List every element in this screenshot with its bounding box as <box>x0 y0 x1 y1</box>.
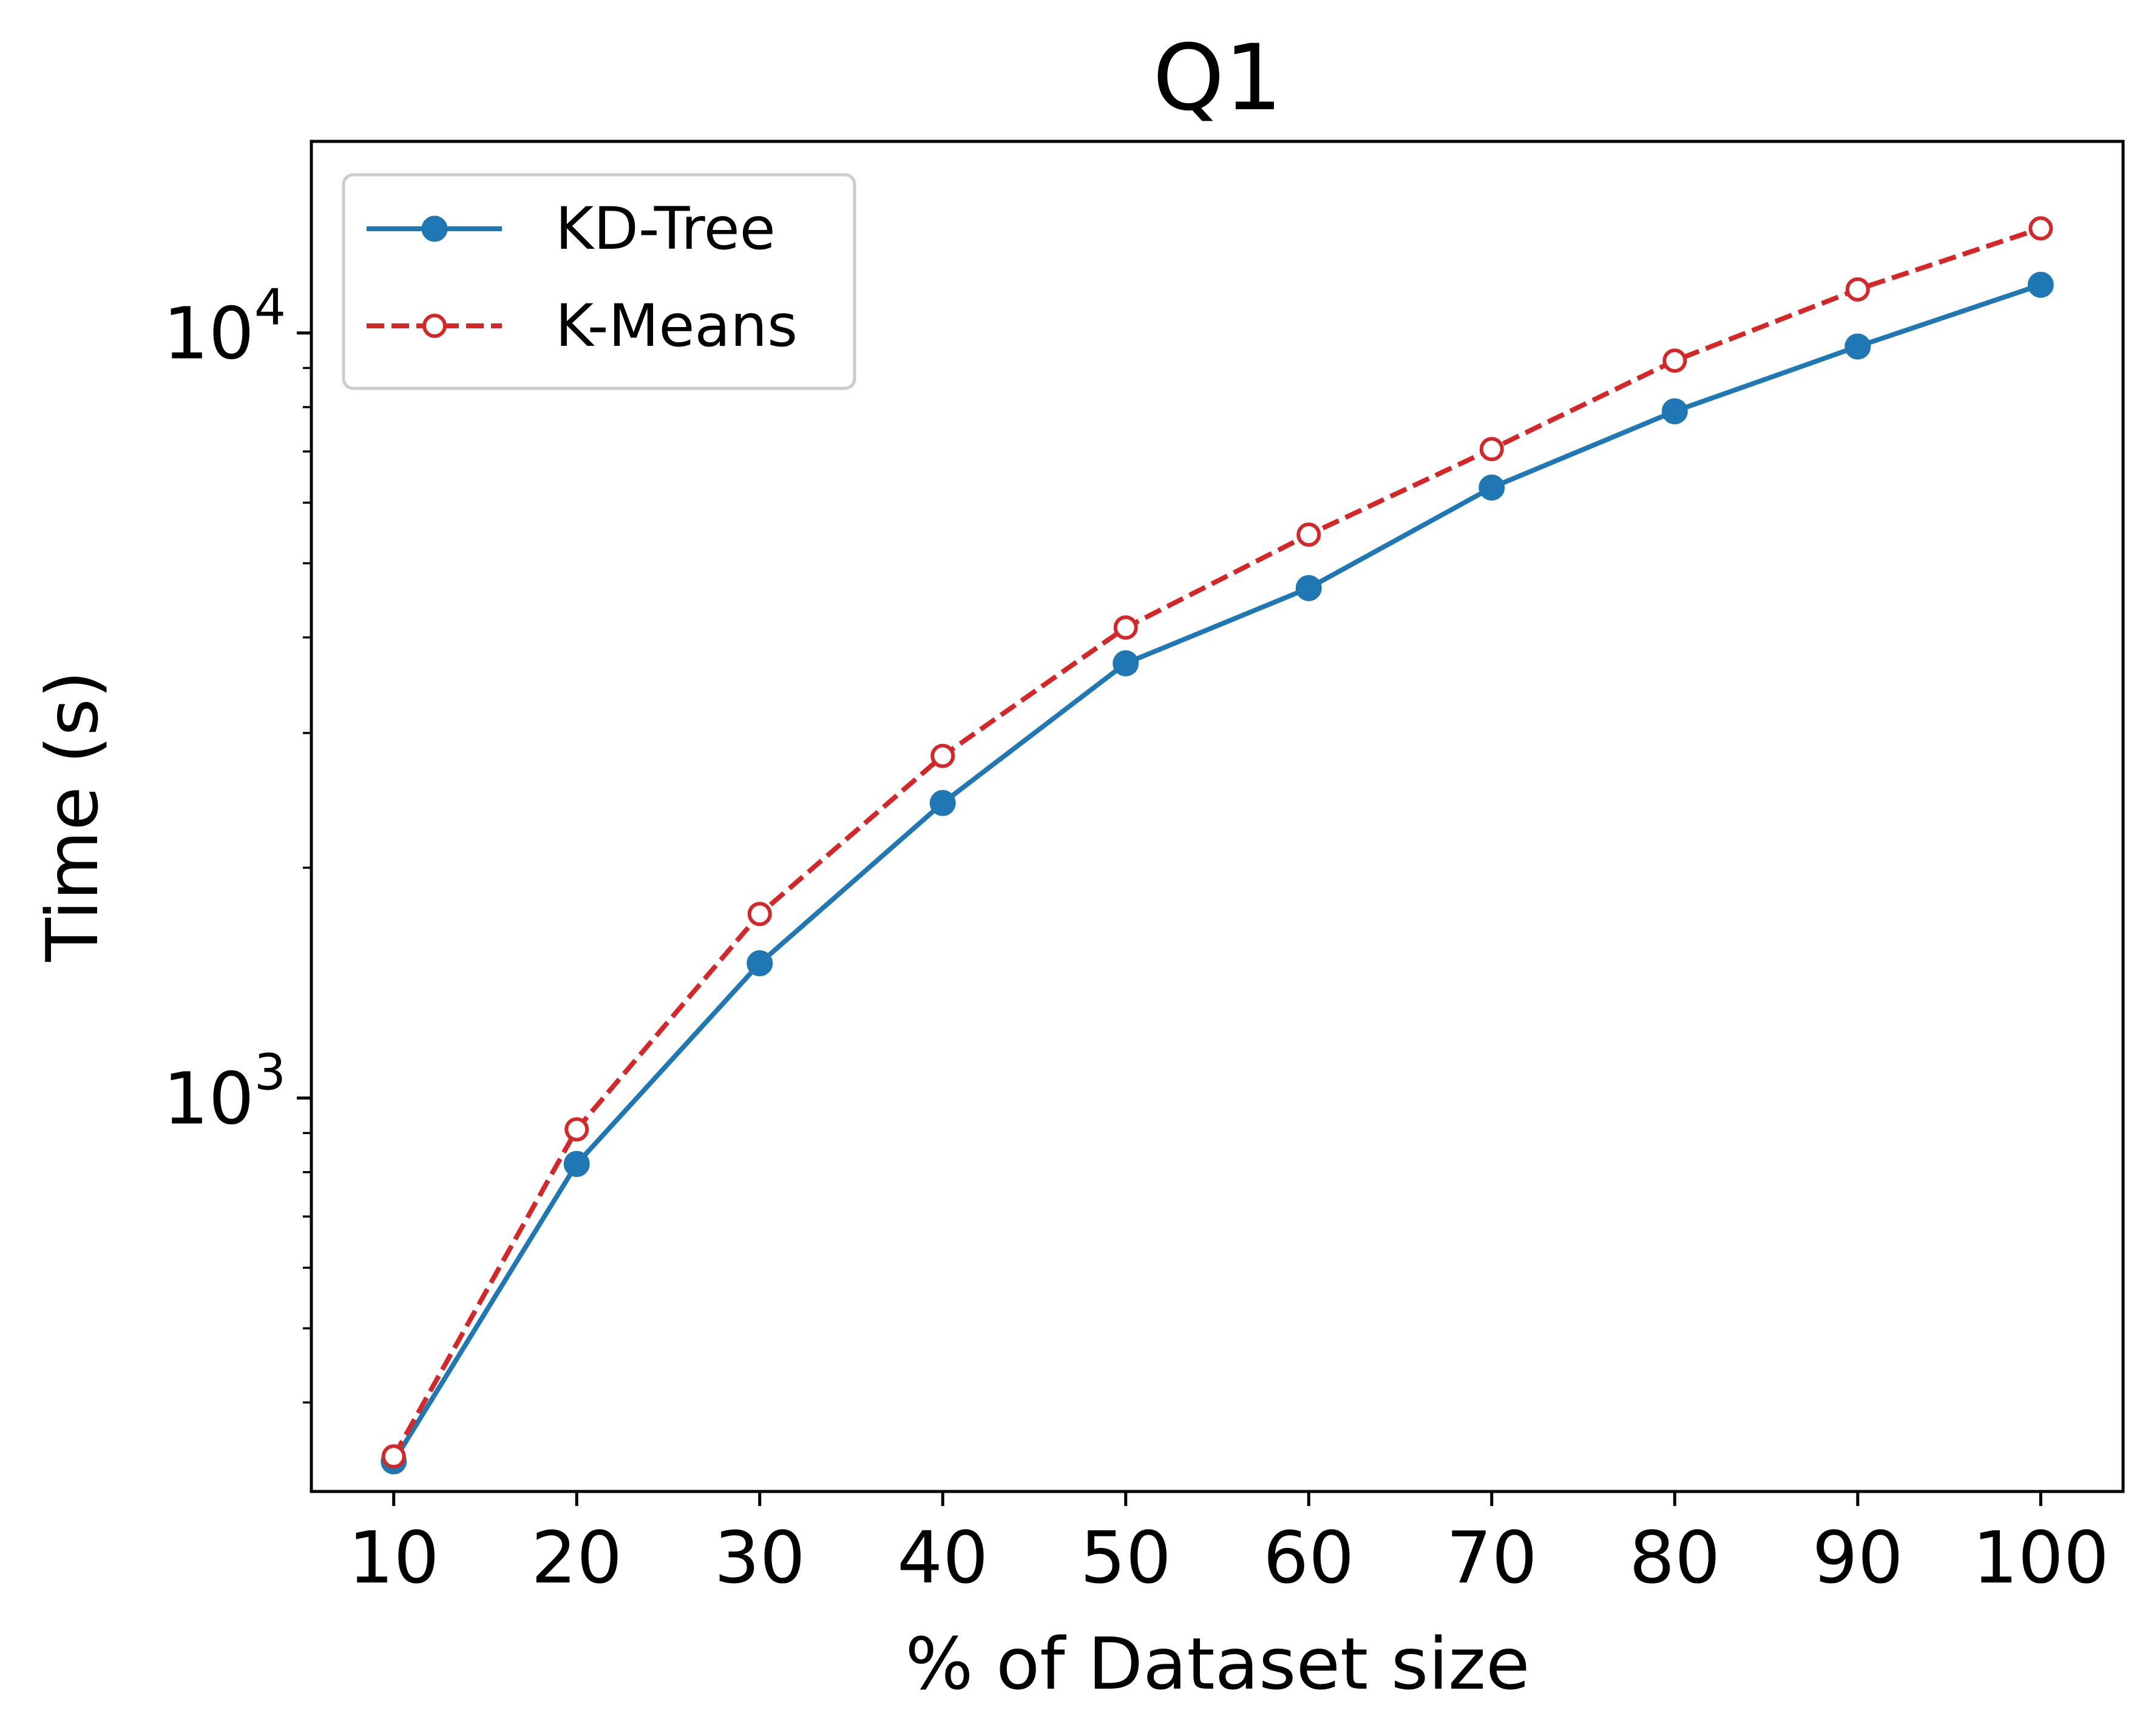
y-axis-ticks: 103 104 <box>163 279 311 1404</box>
x-axis-label: % of Dataset size <box>905 1622 1529 1706</box>
x-tick-label: 70 <box>1446 1516 1537 1599</box>
legend-kd-tree-label: KD-Tree <box>555 195 776 263</box>
y-tick-label: 104 <box>163 279 286 376</box>
legend-k-means-label: K-Means <box>555 292 798 360</box>
y-tick-label: 103 <box>163 1044 286 1141</box>
series-layer <box>381 216 2054 1474</box>
data-point-kd-tree <box>2027 271 2054 298</box>
data-point-k-means <box>1113 615 1138 640</box>
data-point-kd-tree <box>929 789 956 816</box>
data-point-k-means <box>1845 277 1870 302</box>
data-point-k-means <box>2028 216 2053 241</box>
x-tick-label: 100 <box>1973 1516 2109 1599</box>
x-tick-label: 10 <box>348 1516 439 1599</box>
data-point-k-means <box>381 1444 406 1469</box>
data-point-kd-tree <box>563 1150 590 1177</box>
plot-frame <box>310 140 2125 1493</box>
legend-kd-tree-marker <box>421 215 448 242</box>
x-tick-label: 30 <box>714 1516 805 1599</box>
data-point-kd-tree <box>1844 333 1871 360</box>
data-point-kd-tree <box>747 950 773 977</box>
x-tick-label: 80 <box>1629 1516 1720 1599</box>
series-line-k-means <box>391 226 2042 1458</box>
chart-title: Q1 <box>1153 25 1282 131</box>
x-tick-label: 60 <box>1263 1516 1354 1599</box>
data-point-k-means <box>747 902 772 927</box>
series-line-kd-tree <box>391 282 2042 1463</box>
data-point-kd-tree <box>1295 575 1322 601</box>
data-point-kd-tree <box>1479 474 1505 501</box>
x-tick-label: 20 <box>531 1516 622 1599</box>
y-axis-label: Time (s) <box>30 670 114 962</box>
x-axis-ticks: 10 20 30 40 50 60 70 80 90 100 <box>348 1491 2109 1599</box>
data-point-k-means <box>1479 437 1504 462</box>
x-tick-label: 40 <box>897 1516 988 1599</box>
legend: KD-Tree K-Means <box>342 173 856 390</box>
x-tick-label: 90 <box>1812 1516 1903 1599</box>
data-point-k-means <box>1296 522 1321 547</box>
data-point-k-means <box>1662 348 1687 373</box>
data-point-kd-tree <box>1661 398 1688 425</box>
x-tick-label: 50 <box>1080 1516 1171 1599</box>
data-point-kd-tree <box>1113 650 1139 677</box>
data-point-k-means <box>930 743 955 768</box>
legend-k-means-marker <box>422 314 447 338</box>
data-point-k-means <box>564 1117 589 1142</box>
